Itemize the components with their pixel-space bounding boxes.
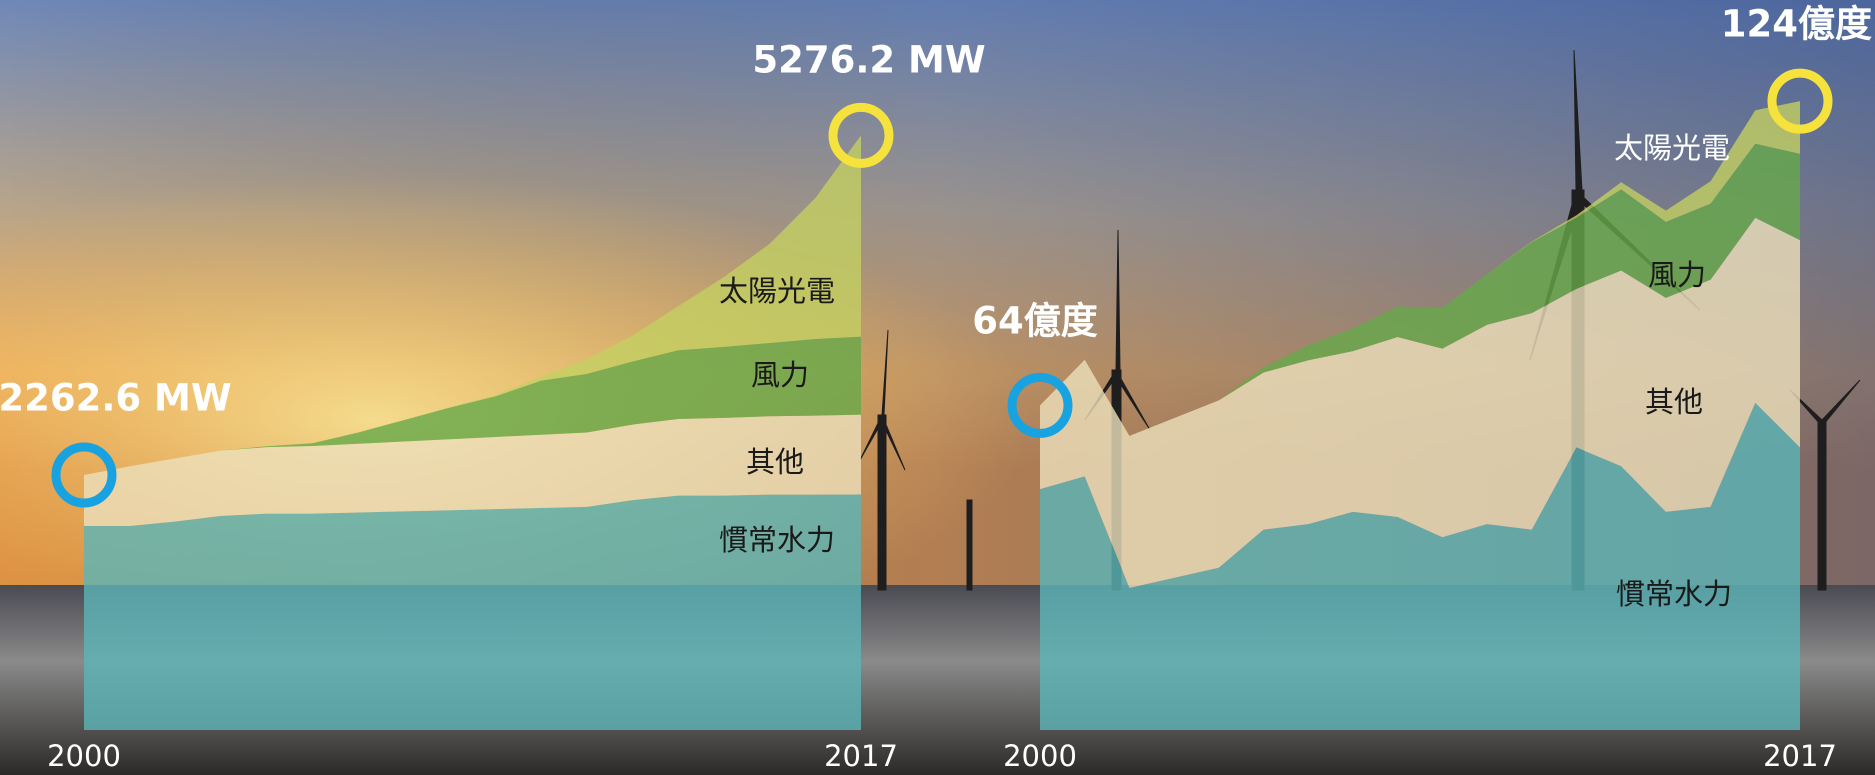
start-annotation: 2262.6 MW: [0, 377, 232, 420]
turbine: [966, 499, 973, 591]
start-marker: [1007, 372, 1073, 438]
charts: 慣常水力 其他 風力 太陽光電 2000 2017 2262.6 MW 5276.2 MW 慣常…: [0, 3, 1872, 774]
start-marker: [51, 442, 117, 508]
area-layer: [84, 414, 861, 527]
layer-label: 太陽光電: [719, 274, 835, 308]
layer-label: 慣常水力: [1616, 577, 1732, 611]
area-layer: [1040, 143, 1800, 436]
layer-label: 慣常水力: [719, 523, 835, 557]
layer-label: 風力: [751, 358, 809, 392]
area-layer: [84, 494, 861, 730]
end-annotation: 124億度: [1721, 3, 1872, 46]
layer-label: 太陽光電: [1614, 131, 1730, 165]
x-tick-label: 2017: [824, 739, 898, 773]
x-tick-label: 2000: [1003, 739, 1077, 773]
x-tick-label: 2017: [1763, 739, 1837, 773]
x-tick-label: 2000: [47, 739, 121, 773]
turbine-blades: [859, 329, 906, 471]
end-marker: [828, 102, 894, 168]
area-layer: [1040, 217, 1800, 589]
end-marker: [1767, 68, 1833, 134]
turbine: [877, 414, 887, 591]
area-layer: [84, 135, 861, 476]
layer-label: 其他: [746, 445, 804, 479]
layer-label: 其他: [1645, 385, 1703, 419]
layer-label: 風力: [1648, 258, 1706, 292]
area-layer: [1040, 402, 1800, 730]
start-annotation: 64億度: [972, 300, 1098, 343]
area-layer: [84, 336, 861, 476]
turbine-blades: [1789, 379, 1861, 481]
end-annotation: 5276.2 MW: [752, 39, 985, 82]
